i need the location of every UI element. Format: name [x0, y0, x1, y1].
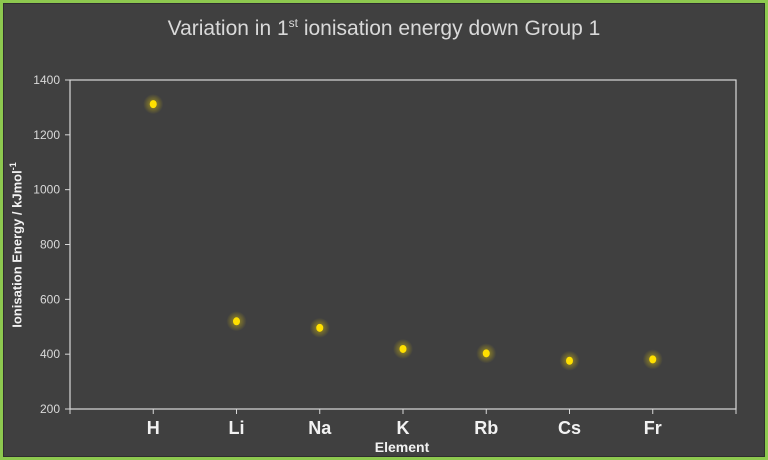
x-tick-label: H — [147, 418, 160, 438]
y-tick-label: 1200 — [33, 128, 60, 142]
data-point — [399, 344, 407, 353]
chart-title: Variation in 1st ionisation energy down … — [167, 16, 601, 40]
data-point — [233, 317, 240, 326]
x-tick-label: K — [397, 418, 410, 438]
data-point — [482, 349, 490, 358]
data-point — [316, 323, 324, 332]
y-tick-label: 800 — [40, 238, 60, 252]
data-point — [649, 355, 657, 364]
x-axis-label: Element — [374, 439, 430, 455]
y-tick-label: 400 — [40, 347, 60, 361]
x-tick-label: Li — [229, 418, 245, 438]
chart-frame — [3, 3, 765, 457]
x-tick-label: Fr — [644, 418, 662, 438]
plot-border — [69, 79, 737, 410]
y-tick-label: 200 — [40, 402, 60, 416]
x-tick-label: Rb — [474, 418, 498, 438]
y-tick-label: 1000 — [33, 183, 60, 197]
x-tick-label: Cs — [558, 418, 581, 438]
y-tick-label: 600 — [40, 292, 60, 306]
data-point — [566, 356, 573, 365]
y-tick-label: 1400 — [33, 73, 60, 87]
x-tick-label: Na — [308, 418, 332, 438]
data-point — [149, 100, 157, 109]
